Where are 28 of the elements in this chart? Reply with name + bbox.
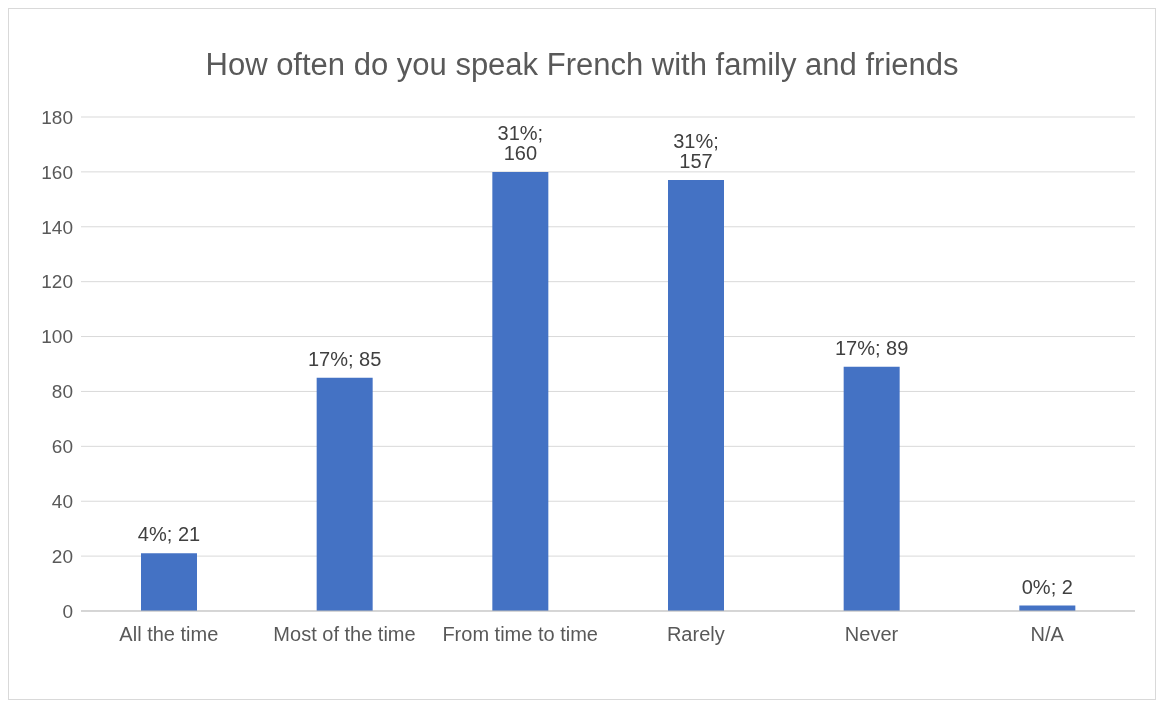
x-tick-label: Never xyxy=(844,623,899,646)
y-tick-label: 100 xyxy=(41,326,73,348)
y-tick-label: 20 xyxy=(51,545,73,567)
x-tick-label: All the time xyxy=(119,623,219,646)
data-label: 4%; 21 xyxy=(137,523,201,546)
data-label: 17%; 89 xyxy=(834,336,909,359)
chart-title: How often do you speak French with family and friends xyxy=(204,47,960,83)
y-tick-label: 0 xyxy=(62,600,73,622)
x-tick-label: Most of the time xyxy=(273,623,416,646)
data-label: 0%; 2 xyxy=(1021,575,1073,598)
y-tick-label: 140 xyxy=(41,216,73,238)
bar xyxy=(316,377,373,611)
x-tick-label: N/A xyxy=(1030,623,1065,646)
y-tick-label: 60 xyxy=(51,436,73,458)
y-tick-label: 160 xyxy=(41,161,73,183)
y-tick-label: 180 xyxy=(41,106,73,128)
x-tick-label: Rarely xyxy=(666,623,725,646)
bar xyxy=(492,171,549,611)
bar xyxy=(843,366,900,611)
x-tick-label: From time to time xyxy=(442,623,598,646)
y-tick-label: 120 xyxy=(41,271,73,293)
data-label: 31%; 160 xyxy=(497,121,544,164)
y-tick-label: 80 xyxy=(51,381,73,403)
y-tick-label: 40 xyxy=(51,490,73,512)
bar xyxy=(668,180,724,611)
data-label: 17%; 85 xyxy=(307,347,382,370)
data-label: 31%; 157 xyxy=(673,130,719,173)
bar xyxy=(141,553,197,611)
